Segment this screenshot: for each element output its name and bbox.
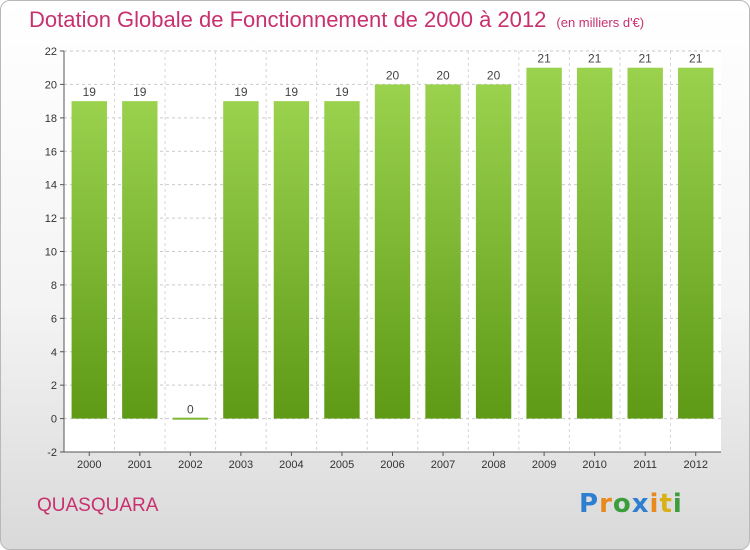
bar xyxy=(678,67,714,419)
x-tick-label: 2007 xyxy=(431,459,455,471)
y-tick-label: 4 xyxy=(51,347,57,359)
bar xyxy=(627,67,663,419)
bar-value-label: 20 xyxy=(487,68,501,82)
bar xyxy=(425,84,461,419)
bar-value-label: 19 xyxy=(234,85,248,99)
x-tick-label: 2005 xyxy=(330,459,354,471)
y-tick-label: -2 xyxy=(47,447,57,459)
y-tick-label: 14 xyxy=(45,180,57,192)
logo-letter: t xyxy=(659,489,673,519)
logo-letter: P xyxy=(579,489,600,519)
bar-value-label: 19 xyxy=(285,85,299,99)
bar-value-label: 20 xyxy=(436,68,450,82)
x-tick-label: 2001 xyxy=(128,459,152,471)
proxiti-logo: Proxiti xyxy=(579,489,683,519)
bar-value-label: 19 xyxy=(83,85,97,99)
commune-name: QUASQUARA xyxy=(37,495,159,516)
x-tick-label: 2006 xyxy=(380,459,404,471)
y-tick-label: 10 xyxy=(45,247,57,259)
bar xyxy=(71,101,107,419)
y-tick-label: 18 xyxy=(45,113,57,125)
chart-title-text: Dotation Globale de Fonctionnement de 20… xyxy=(29,7,547,32)
x-tick-label: 2000 xyxy=(77,459,101,471)
bar-value-label: 0 xyxy=(187,403,194,417)
bar-value-label: 19 xyxy=(133,85,147,99)
y-tick-label: 6 xyxy=(51,313,57,325)
bar-value-label: 21 xyxy=(689,52,703,66)
x-tick-label: 2011 xyxy=(633,459,657,471)
bar-value-label: 21 xyxy=(639,52,653,66)
y-tick-label: 0 xyxy=(51,414,57,426)
y-tick-label: 2 xyxy=(51,380,57,392)
label-layer: 19 19 0 19 19 19 20 20 20 21 21 21 21 xyxy=(83,52,703,417)
bar xyxy=(223,101,259,419)
x-tick-label: 2010 xyxy=(582,459,606,471)
bar xyxy=(475,84,512,419)
bar xyxy=(273,101,310,419)
logo-letter: o xyxy=(612,489,632,519)
bar-layer xyxy=(71,67,714,420)
bar-value-label: 19 xyxy=(335,85,349,99)
bar-value-label: 21 xyxy=(588,52,602,66)
x-tick-label: 2009 xyxy=(532,459,556,471)
bar xyxy=(122,101,158,419)
logo-letter: x xyxy=(631,489,650,519)
y-tick-label: 8 xyxy=(51,280,57,292)
x-tick-label: 2004 xyxy=(279,459,303,471)
logo-letter: i xyxy=(672,489,683,519)
logo-letter: r xyxy=(599,489,613,519)
bar xyxy=(324,101,360,419)
x-tick-label: 2003 xyxy=(229,459,253,471)
bar xyxy=(172,417,209,420)
x-tick-label: 2008 xyxy=(481,459,505,471)
y-tick-label: 20 xyxy=(45,79,57,91)
bar xyxy=(526,67,562,419)
bar xyxy=(374,84,411,419)
x-tick-label: 2012 xyxy=(683,459,707,471)
chart-title: Dotation Globale de Fonctionnement de 20… xyxy=(29,7,644,33)
chart-unit-note: (en milliers d'€) xyxy=(556,15,645,30)
bar xyxy=(576,67,613,419)
logo-letter: i xyxy=(649,489,660,519)
y-tick-label: 12 xyxy=(45,213,57,225)
y-tick-label: 22 xyxy=(45,46,57,58)
x-tick-label: 2002 xyxy=(178,459,202,471)
y-tick-label: 16 xyxy=(45,146,57,158)
bar-value-label: 21 xyxy=(537,52,551,66)
bar-value-label: 20 xyxy=(386,68,400,82)
